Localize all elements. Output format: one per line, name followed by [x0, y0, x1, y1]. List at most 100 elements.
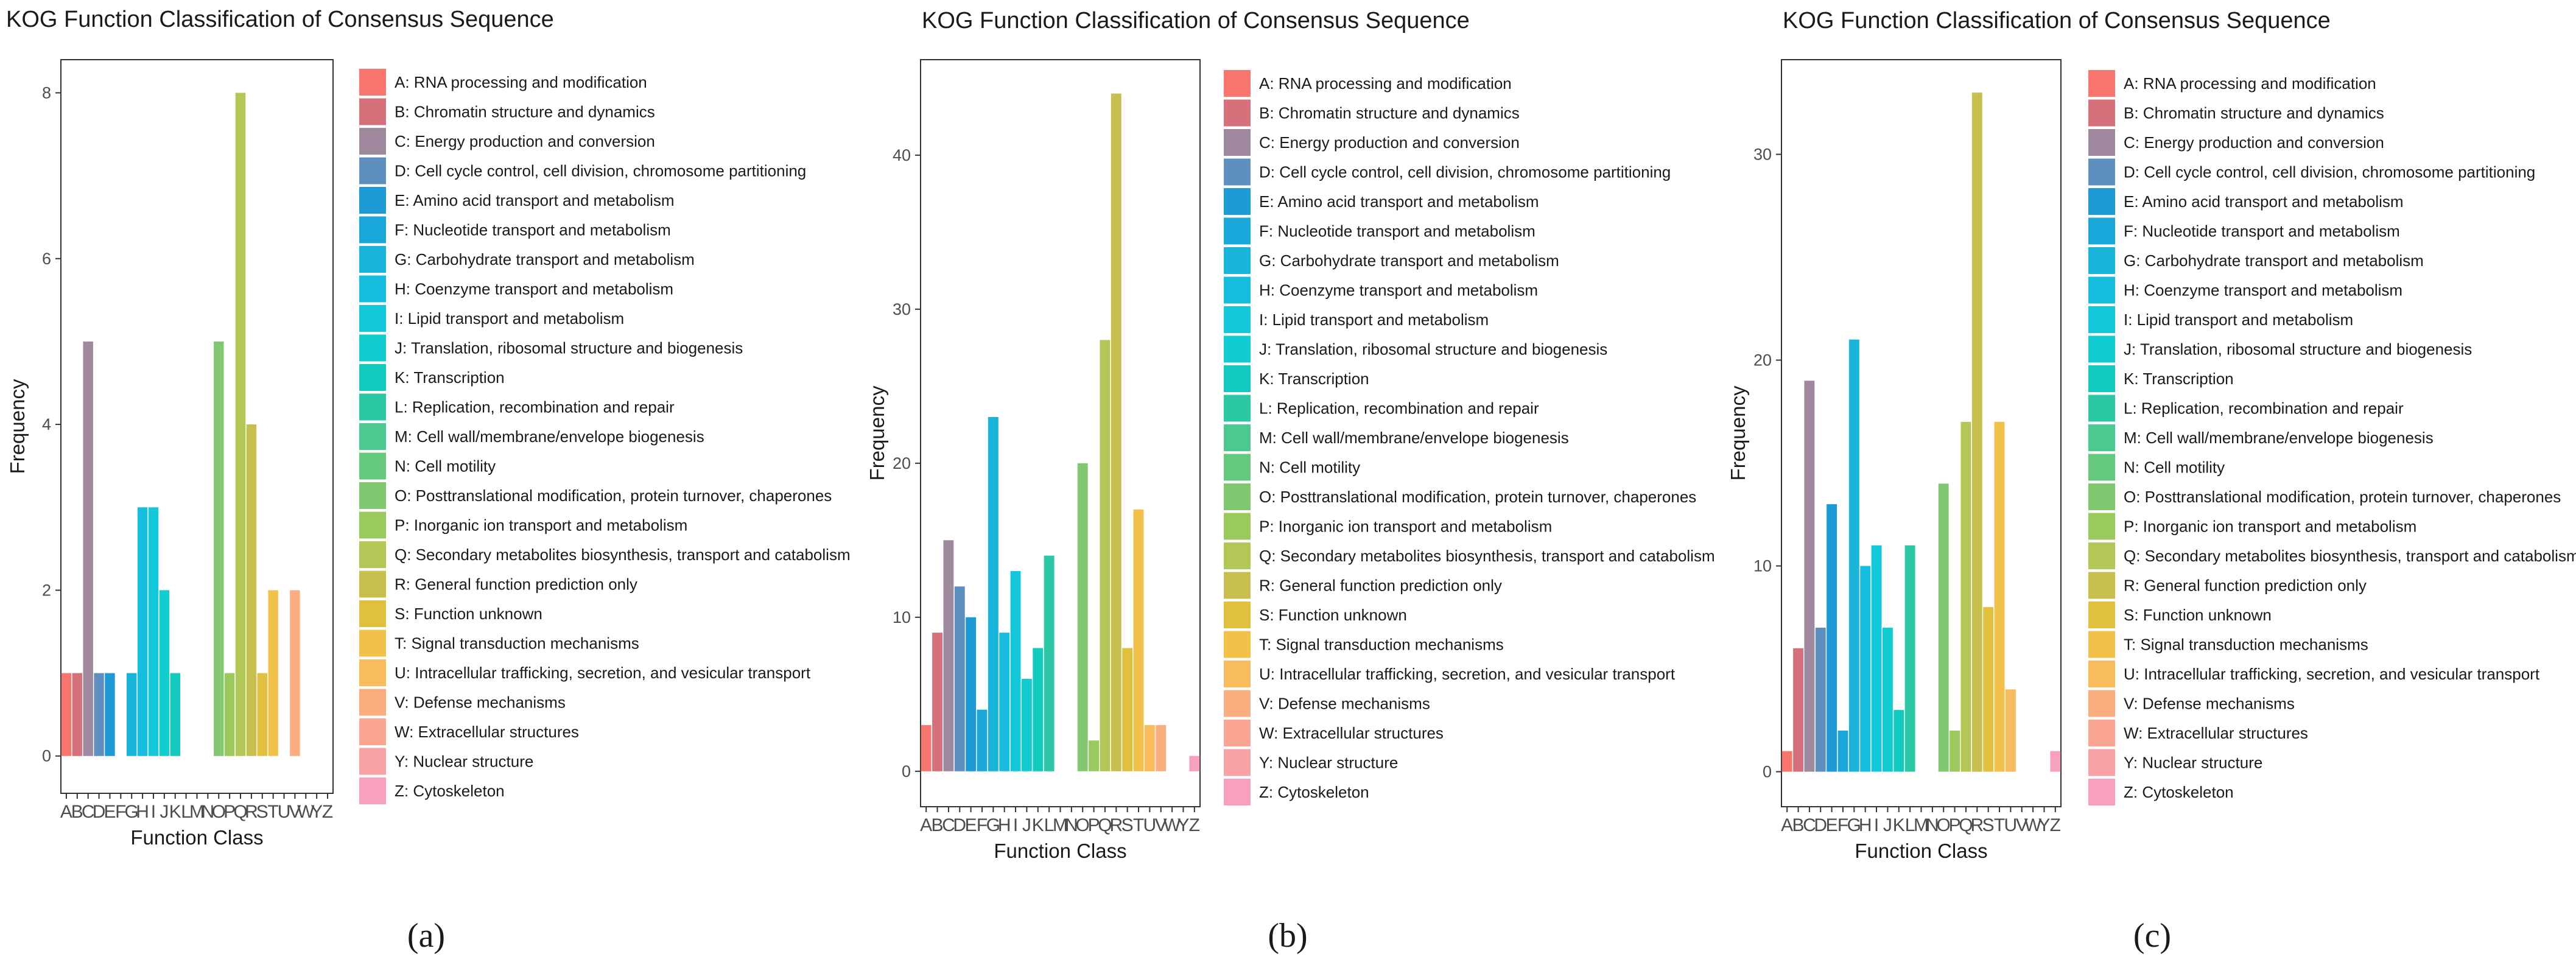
x-tick-label: J — [1022, 815, 1031, 835]
legend-swatch — [1224, 335, 1251, 363]
bar-H — [999, 633, 1010, 771]
bar-P — [1089, 740, 1100, 771]
legend-label: P: Inorganic ion transport and metabolis… — [2124, 518, 2416, 536]
legend-swatch — [2088, 247, 2115, 274]
x-tick-label: I — [1013, 815, 1018, 835]
legend-label: S: Function unknown — [395, 605, 542, 623]
legend-label: I: Lipid transport and metabolism — [2124, 311, 2353, 329]
bar-C — [943, 540, 954, 771]
legend-label: V: Defense mechanisms — [1259, 695, 1430, 713]
x-tick-label: L — [1905, 815, 1915, 835]
bar-A — [1781, 751, 1792, 772]
legend-swatch — [359, 630, 386, 657]
bar-K — [170, 673, 180, 756]
legend-swatch — [359, 275, 386, 303]
legend-label: Y: Nuclear structure — [395, 753, 533, 771]
chart-panel-2: KOG Function Classification of Consensus… — [866, 8, 1715, 955]
legend-swatch — [2088, 542, 2115, 569]
legend-swatch — [1224, 779, 1251, 805]
legend-label: L: Replication, recombination and repair — [1259, 399, 1539, 418]
x-tick-label: F — [115, 802, 126, 822]
x-tick-label: M — [189, 802, 205, 822]
x-tick-label: D — [953, 815, 966, 835]
legend-label: A: RNA processing and modification — [395, 73, 647, 91]
x-tick-label: Q — [233, 802, 247, 822]
legend-swatch — [1224, 365, 1251, 392]
x-tick-label: S — [256, 802, 268, 822]
bar-D — [954, 586, 965, 771]
x-tick-label: T — [1994, 815, 2005, 835]
x-tick-label: K — [1893, 815, 1905, 835]
legend-swatch — [2088, 513, 2115, 540]
bar-G — [988, 416, 998, 771]
legend-swatch — [1224, 690, 1251, 717]
legend-label: J: Translation, ribosomal structure and … — [2124, 340, 2472, 359]
bar-J — [1882, 627, 1893, 772]
x-tick-label: Z — [322, 802, 333, 822]
x-tick-label: C — [82, 802, 95, 822]
x-tick-label: V — [2016, 815, 2028, 835]
legend-swatch — [2088, 365, 2115, 392]
legend-swatch — [2088, 483, 2115, 510]
legend-swatch — [359, 777, 386, 804]
bar-P — [1950, 730, 1960, 772]
bar-A — [921, 725, 932, 771]
legend-label: C: Energy production and conversion — [1259, 133, 1520, 152]
legend-label: Y: Nuclear structure — [1259, 754, 1398, 772]
x-tick-label: Y — [2038, 815, 2050, 835]
bar-K — [1033, 648, 1044, 771]
x-tick-label: S — [1982, 815, 1995, 835]
x-tick-label: D — [1814, 815, 1827, 835]
legend-swatch — [359, 187, 386, 214]
legend-label: Z: Cytoskeleton — [395, 782, 505, 800]
x-tick-label: Y — [311, 802, 323, 822]
x-tick-label: L — [1044, 815, 1055, 835]
bar-F — [977, 709, 988, 771]
chart-title: KOG Function Classification of Consensus… — [922, 8, 1470, 33]
legend: A: RNA processing and modification B: Chr… — [1224, 70, 1715, 805]
legend-label: R: General function prediction only — [395, 575, 637, 594]
x-tick-label: E — [1826, 815, 1838, 835]
bar-C — [1804, 381, 1815, 772]
x-tick-label: G — [1847, 815, 1861, 835]
legend-label: U: Intracellular trafficking, secretion,… — [395, 664, 811, 682]
legend-swatch — [1224, 720, 1251, 746]
legend-swatch — [359, 452, 386, 480]
legend-swatch — [1224, 217, 1251, 245]
legend-swatch — [1224, 99, 1251, 127]
bar-V — [1156, 725, 1167, 771]
x-tick-label: B — [932, 815, 944, 835]
x-tick-label: P — [1088, 815, 1100, 835]
legend-swatch — [1224, 424, 1251, 451]
legend-swatch — [1224, 395, 1251, 422]
legend-swatch — [359, 748, 386, 775]
bar-E — [966, 617, 977, 771]
legend-swatch — [2088, 70, 2115, 97]
bar-Z — [2050, 751, 2061, 772]
x-tick-label: A — [920, 815, 932, 835]
bar-E — [1827, 504, 1837, 772]
x-tick-label: P — [1949, 815, 1961, 835]
bar-U — [2005, 689, 2016, 772]
legend-swatch — [2088, 188, 2115, 215]
x-tick-label: T — [267, 802, 278, 822]
x-tick-label: V — [289, 802, 301, 822]
legend-swatch — [2088, 335, 2115, 363]
legend-swatch — [1224, 247, 1251, 274]
bar-V — [290, 590, 300, 756]
legend-swatch — [2088, 631, 2115, 658]
legend-label: R: General function prediction only — [2124, 577, 2367, 595]
bar-B — [1793, 648, 1803, 772]
legend-swatch — [1224, 188, 1251, 215]
x-tick-label: H — [1859, 815, 1872, 835]
x-tick-label: A — [1781, 815, 1793, 835]
x-tick-label: Y — [1177, 815, 1189, 835]
bar-C — [83, 341, 93, 756]
legend-label: L: Replication, recombination and repair — [2124, 399, 2404, 418]
legend-label: V: Defense mechanisms — [395, 693, 566, 712]
legend-swatch — [2088, 129, 2115, 156]
bar-G — [126, 673, 137, 756]
x-tick-label: N — [1926, 815, 1939, 835]
x-tick-label: W — [1163, 815, 1181, 835]
